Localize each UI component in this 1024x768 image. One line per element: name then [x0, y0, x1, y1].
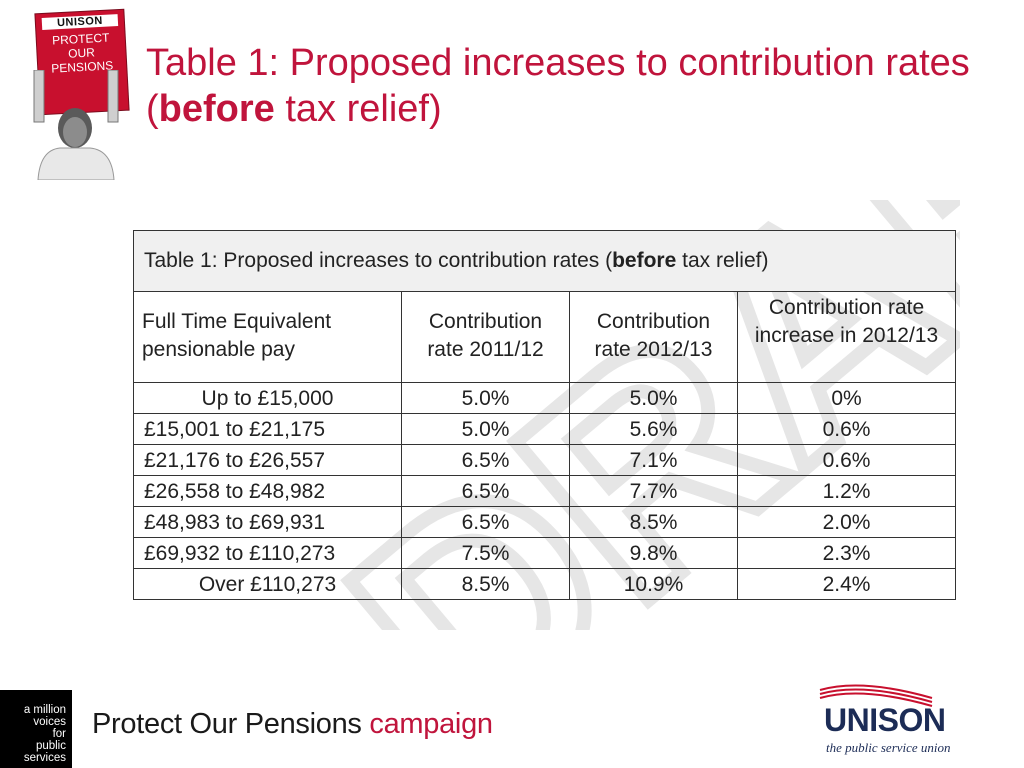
rate-2012-cell: 7.1%	[569, 444, 738, 476]
rate-2012-cell: 7.7%	[569, 475, 738, 507]
pay-band-cell: Over £110,273	[133, 568, 402, 600]
increase-cell: 1.2%	[736, 475, 957, 507]
table-row: £15,001 to £21,175 5.0% 5.6% 0.6%	[133, 413, 957, 445]
increase-cell: 0.6%	[736, 413, 957, 445]
pay-band-cell: £69,932 to £110,273	[133, 537, 402, 569]
logo-line: public	[35, 740, 66, 752]
table-row: Over £110,273 8.5% 10.9% 2.4%	[133, 568, 957, 600]
campaign-accent: campaign	[369, 708, 493, 740]
increase-cell: 2.0%	[736, 506, 957, 538]
logo-line: voices	[33, 716, 66, 728]
logo-line: services	[23, 752, 66, 764]
contribution-table: Table 1: Proposed increases to contribut…	[132, 230, 957, 600]
pay-band-cell: £26,558 to £48,982	[133, 475, 402, 507]
table-row: £26,558 to £48,982 6.5% 7.7% 1.2%	[133, 475, 957, 507]
column-header-rate-2012: Contribution rate 2012/13	[569, 291, 738, 383]
rate-2012-cell: 9.8%	[569, 537, 738, 569]
logo-line: for	[52, 728, 66, 740]
slide-title-suffix: tax relief)	[274, 88, 442, 130]
rate-2011-cell: 5.0%	[401, 382, 570, 414]
table-row: £69,932 to £110,273 7.5% 9.8% 2.3%	[133, 537, 957, 569]
table-row: Up to £15,000 5.0% 5.0% 0%	[133, 382, 957, 414]
rate-2011-cell: 7.5%	[401, 537, 570, 569]
contribution-table-container: Table 1: Proposed increases to contribut…	[132, 230, 957, 600]
pay-band-cell: £48,983 to £69,931	[133, 506, 402, 538]
rate-2012-cell: 10.9%	[569, 568, 738, 600]
table-row: £48,983 to £69,931 6.5% 8.5% 2.0%	[133, 506, 957, 538]
column-header-increase: Contribution rate increase in 2012/13	[736, 291, 957, 383]
rate-2012-cell: 5.0%	[569, 382, 738, 414]
table-caption-prefix: Table 1: Proposed increases to contribut…	[144, 249, 613, 272]
rate-2011-cell: 6.5%	[401, 475, 570, 507]
person-figure	[33, 70, 119, 180]
rate-2012-cell: 5.6%	[569, 413, 738, 445]
unison-tagline: the public service union	[826, 740, 951, 755]
slide-title-prefix: Table 1: Proposed increases to contribut…	[146, 42, 970, 130]
table-row: £21,176 to £26,557 6.5% 7.1% 0.6%	[133, 444, 957, 476]
placard-brand: UNISON	[41, 14, 119, 31]
rate-2011-cell: 6.5%	[401, 506, 570, 538]
rate-2011-cell: 5.0%	[401, 413, 570, 445]
unison-wordmark: UNISON	[824, 702, 946, 738]
slide-title: Table 1: Proposed increases to contribut…	[146, 40, 986, 132]
increase-cell: 2.4%	[736, 568, 957, 600]
column-header-pay: Full Time Equivalent pensionable pay	[133, 291, 402, 383]
table-caption: Table 1: Proposed increases to contribut…	[132, 230, 957, 292]
pay-band-cell: £15,001 to £21,175	[133, 413, 402, 445]
rate-2012-cell: 8.5%	[569, 506, 738, 538]
table-caption-emphasis: before	[612, 249, 677, 272]
rate-2011-cell: 6.5%	[401, 444, 570, 476]
increase-cell: 2.3%	[736, 537, 957, 569]
million-voices-logo: a million voices for public services	[0, 690, 72, 768]
campaign-title: Protect Our Pensions campaign	[92, 708, 493, 741]
column-header-rate-2011: Contribution rate 2011/12	[401, 291, 570, 383]
logo-line: a million	[23, 704, 66, 716]
pay-band-cell: £21,176 to £26,557	[133, 444, 402, 476]
unison-swoosh-icon	[819, 684, 933, 707]
protester-image: UNISON PROTECT OUR PENSIONS	[20, 9, 130, 180]
unison-logo: UNISON the public service union	[812, 680, 972, 760]
campaign-prefix: Protect Our Pensions	[92, 708, 370, 740]
table-caption-suffix: tax relief)	[676, 249, 769, 272]
increase-cell: 0%	[736, 382, 957, 414]
rate-2011-cell: 8.5%	[401, 568, 570, 600]
slide-title-emphasis: before	[158, 88, 275, 130]
pay-band-cell: Up to £15,000	[133, 382, 402, 414]
increase-cell: 0.6%	[736, 444, 957, 476]
